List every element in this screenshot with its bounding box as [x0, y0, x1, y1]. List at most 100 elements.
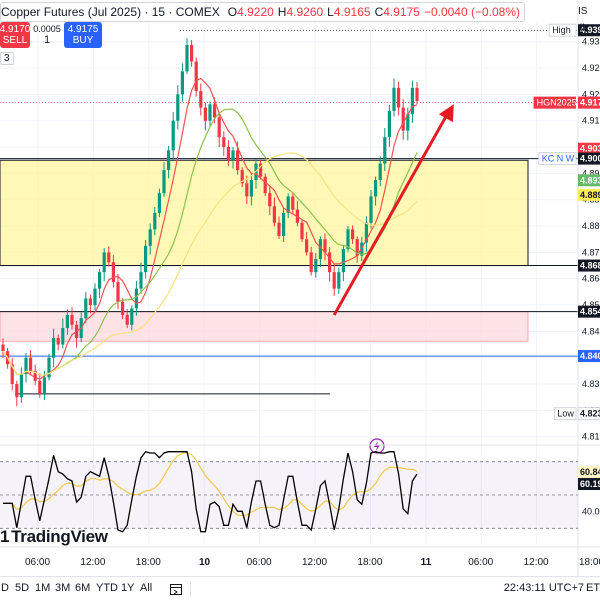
support-zone — [0, 311, 529, 342]
candle-body — [314, 258, 318, 273]
high-value: 4.9260 — [286, 5, 324, 19]
candle-body — [157, 193, 161, 213]
price-label-box — [578, 24, 600, 37]
watermark-text: TradingView — [11, 527, 108, 546]
timeframe-all[interactable]: All — [140, 582, 153, 594]
trend-arrow-line — [332, 112, 450, 316]
timeframe-ytd[interactable]: YTD — [96, 582, 118, 594]
symbol-legend[interactable]: Copper Futures (Jul 2025) · 15 · COMEX O… — [0, 2, 526, 22]
candle-body — [70, 314, 74, 325]
candle-body — [245, 183, 249, 197]
candle-body — [213, 104, 217, 118]
supply-demand-zone — [0, 159, 529, 267]
candle-body — [148, 229, 152, 246]
candle-body — [47, 357, 51, 378]
price-tick-label: 4.936 — [582, 37, 600, 47]
candle-body — [29, 357, 33, 371]
candle-body — [305, 239, 309, 253]
candle-body — [369, 196, 373, 223]
candle-body — [190, 45, 194, 62]
price-label-box — [578, 350, 600, 363]
candle-body — [392, 87, 396, 111]
candle-body — [259, 163, 263, 177]
clock[interactable]: 22:43:11 UTC+7 — [503, 582, 584, 594]
price-label-text: 4.8939 — [580, 175, 600, 185]
candle-body — [410, 87, 414, 115]
candle-body — [1, 344, 5, 352]
candle-body — [61, 328, 65, 345]
candle-body — [194, 61, 198, 92]
price-tick-label: 4.816 — [582, 432, 600, 442]
price-label-box — [578, 142, 600, 155]
price-label-text: 4.8540 — [580, 307, 600, 317]
candle-body — [199, 91, 203, 108]
price-tick-label: 4.872 — [582, 247, 600, 257]
low-label: L — [327, 5, 334, 19]
price-label-box — [577, 407, 600, 421]
timeframe-1m[interactable]: 1M — [35, 582, 51, 594]
price-tag-box — [553, 407, 577, 421]
candle-body — [167, 150, 171, 171]
rsi-label-text: 60.84 — [580, 467, 600, 477]
candle-body — [291, 196, 295, 210]
time-tick-label: 12:00 — [524, 557, 549, 568]
candle-body — [383, 137, 387, 164]
candle-body — [337, 272, 341, 289]
candle-body — [351, 229, 355, 240]
candle-body — [268, 193, 272, 207]
timeframe-6m[interactable]: 6M — [75, 582, 91, 594]
sell-button[interactable]: 4.9170 SELL — [0, 22, 30, 48]
price-tick-label: 4.896 — [582, 168, 600, 178]
buy-button[interactable]: 4.9175 BUY — [64, 22, 102, 48]
tradingview-watermark: 1 TradingView — [0, 527, 108, 547]
candle-body — [125, 314, 129, 325]
price-tag-box — [538, 152, 577, 166]
candle-body — [144, 245, 148, 273]
price-tick-label: 4.928 — [582, 63, 600, 73]
price-label-box — [578, 188, 600, 201]
time-tick-label: 12:00 — [80, 557, 105, 568]
candle-body — [282, 212, 286, 236]
high-label: H — [277, 5, 287, 19]
candle-body — [134, 288, 138, 309]
price-label-box — [578, 305, 600, 318]
candle-body — [162, 170, 166, 194]
timeframe-3m[interactable]: 3M — [55, 582, 71, 594]
time-tick-label: 18:00 — [579, 557, 600, 568]
candle-body — [88, 298, 92, 306]
timeframe-1y[interactable]: 1Y — [121, 582, 135, 594]
price-tag-text: KC N W — [542, 154, 575, 164]
price-tick-label: 4.856 — [582, 300, 600, 310]
candle-body — [240, 170, 244, 184]
axis-top-label: IS — [578, 6, 588, 17]
close-label: C — [374, 5, 384, 19]
session-eth[interactable]: ETH — [586, 582, 600, 594]
axis-unit-label[interactable]: lb — [580, 23, 588, 34]
candle-body — [24, 357, 28, 375]
price-tag-text: Low — [557, 409, 574, 419]
candle-body — [277, 222, 281, 236]
price-label-text: 4.8680 — [580, 261, 600, 271]
timeframe-d[interactable]: D — [1, 582, 9, 594]
indicator-count-badge[interactable]: 3 — [0, 52, 14, 65]
rsi-label-box — [578, 465, 600, 478]
candle-body — [180, 71, 184, 95]
candle-body — [272, 206, 276, 223]
price-label-text: 4.8230 — [580, 409, 600, 419]
candle-body — [139, 272, 143, 289]
price-label-box — [578, 259, 600, 272]
price-label-text: 4.9035 — [580, 144, 600, 154]
price-label-box — [578, 152, 600, 165]
buy-label: BUY — [72, 35, 94, 46]
symbol-title[interactable]: Copper Futures (Jul 2025) · 15 · COMEX — [1, 5, 220, 19]
timeframe-5d[interactable]: 5D — [15, 582, 30, 594]
candle-body — [10, 364, 14, 385]
time-tick-label: 12:00 — [302, 557, 327, 568]
change-value: −0.0040 (−0.08%) — [423, 5, 521, 19]
candle-body — [56, 337, 60, 345]
candle-body — [217, 117, 221, 138]
calendar-goto-icon[interactable] — [169, 582, 183, 596]
spread-quantity[interactable]: 0.0005 1 — [30, 22, 64, 48]
